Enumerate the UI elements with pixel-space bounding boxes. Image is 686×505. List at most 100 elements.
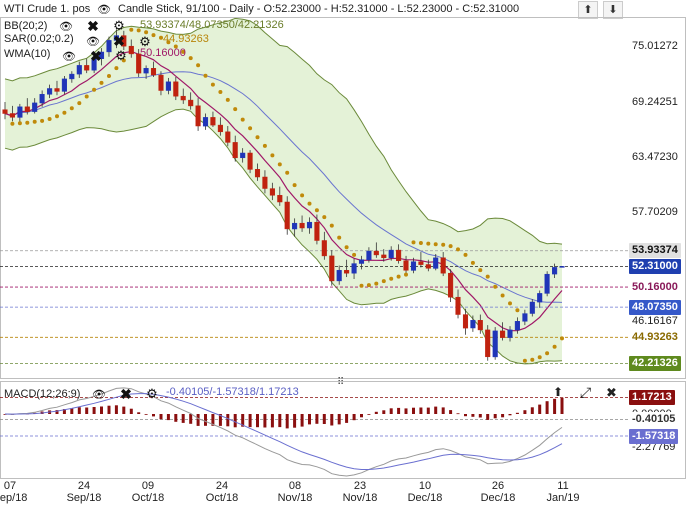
sar-dot [292, 183, 297, 188]
candle-body [306, 221, 313, 229]
sar-dot [25, 120, 30, 125]
x-tick-month: Dec/18 [407, 492, 443, 504]
candle-body [150, 68, 157, 76]
sar-dot [314, 208, 319, 213]
wma-label: WMA(10) [4, 48, 51, 60]
bb-upper-line [4, 18, 563, 245]
macd-settings-gear-icon[interactable]: ⚙ [146, 386, 158, 401]
price-tag-wma: 50.16000 [629, 279, 681, 295]
candle-body [254, 169, 261, 178]
macd-histogram-bar [137, 412, 141, 414]
sar-dot [196, 63, 201, 68]
x-axis: 07Sep/1824Sep/1809Oct/1824Oct/1808Nov/18… [0, 480, 686, 505]
bb-settings-gear-icon[interactable]: ⚙ [113, 18, 125, 33]
sar-dot [107, 74, 111, 78]
move-up-button[interactable]: ⬆ [578, 1, 598, 19]
candle-body [47, 88, 53, 95]
x-tick-month: Nov/18 [342, 492, 378, 504]
x-tick-month: Nov/18 [277, 492, 313, 504]
candle-body [136, 53, 142, 74]
candle-body [433, 257, 439, 269]
arrow-up-icon: ⬆ [583, 4, 593, 16]
candle-body [143, 68, 149, 74]
sar-dot [411, 240, 416, 245]
candle-body [2, 109, 8, 114]
macd-close-pane-icon[interactable]: ✖ [606, 385, 617, 400]
candle-body [277, 195, 283, 203]
candle-body [425, 264, 431, 269]
candle-body [98, 51, 105, 59]
sar-dot [381, 279, 386, 284]
visibility-eye-icon[interactable]: 👁 [97, 4, 111, 16]
sar-dot [344, 245, 349, 250]
candle-body [314, 221, 320, 241]
sar-dot [47, 117, 52, 121]
x-tick-month: Oct/18 [131, 492, 165, 504]
sar-dot [404, 272, 408, 277]
macd-histogram-bar [285, 414, 289, 429]
sar-dot [441, 242, 446, 247]
sar-dot [396, 274, 401, 279]
candle-body [202, 117, 209, 127]
candle-body [9, 113, 15, 118]
sar-dot [337, 235, 342, 240]
x-tick-day: 07 [3, 480, 17, 492]
macd-histogram-bar [129, 408, 133, 414]
pane-resize-handle[interactable]: ⠿ [337, 377, 345, 388]
candle-body [173, 81, 179, 97]
candle-body [344, 270, 350, 274]
macd-eye-icon[interactable]: 👁 [92, 389, 106, 401]
sar-dot [374, 281, 379, 286]
sar-dot [359, 283, 364, 288]
macd-histogram-bar [382, 410, 386, 414]
candle-body [24, 106, 30, 112]
macd-histogram-bar [166, 414, 170, 421]
x-axis-tick: 09 Oct/18 [123, 480, 173, 504]
bb-middle-line [4, 71, 563, 303]
candle-body [321, 240, 327, 257]
macd-histogram-bar [508, 414, 512, 416]
move-down-button[interactable]: ⬇ [603, 1, 623, 19]
macd-histogram-bar [545, 401, 549, 414]
sar-eye-icon[interactable]: 👁 [86, 36, 100, 48]
macd-histogram-bar [426, 407, 430, 414]
sar-dot [203, 73, 208, 78]
bb-close-icon[interactable]: ✖ [87, 18, 99, 34]
candle-body [381, 254, 387, 259]
macd-histogram-bar [293, 414, 297, 428]
sar-close-icon[interactable]: ✖ [113, 33, 125, 49]
macd-line [4, 387, 563, 477]
sar-dot [77, 101, 82, 106]
candle-body [180, 95, 186, 101]
sar-dot [508, 301, 512, 306]
macd-expand-icon[interactable]: ⤢ [580, 384, 592, 400]
macd-histogram-bar [501, 414, 505, 418]
sar-dot [233, 107, 238, 112]
candle-body [440, 257, 446, 274]
bollinger-band-fill [5, 18, 562, 364]
candle-body [262, 176, 268, 189]
price-tick: 69.24251 [632, 96, 678, 108]
sar-settings-gear-icon[interactable]: ⚙ [139, 34, 151, 49]
candle-body [455, 296, 461, 315]
sar-dot [537, 355, 542, 360]
wma-eye-icon[interactable]: 👁 [62, 51, 76, 63]
sar-dot [470, 260, 475, 265]
macd-move-up-icon[interactable]: ⬆ [553, 385, 564, 399]
sar-values: 44.93263 [163, 33, 209, 45]
wma-settings-gear-icon[interactable]: ⚙ [115, 48, 127, 63]
price-tag-bb-lower: 42.21326 [629, 355, 681, 371]
candle-body [418, 261, 424, 265]
wma-close-icon[interactable]: ✖ [90, 48, 102, 64]
sar-dot [10, 121, 15, 126]
macd-histogram-bar [152, 414, 155, 417]
price-tag-bb-mid: 48.07350 [629, 299, 681, 315]
bb-eye-icon[interactable]: 👁 [59, 21, 73, 33]
macd-histogram-bar [248, 414, 252, 428]
macd-chart [0, 387, 628, 477]
sar-dot [40, 118, 45, 123]
macd-close-icon[interactable]: ✖ [120, 386, 132, 402]
sar-dot [188, 56, 193, 61]
candle-body [247, 152, 253, 170]
x-axis-tick: 11 Jan/19 [538, 480, 588, 504]
